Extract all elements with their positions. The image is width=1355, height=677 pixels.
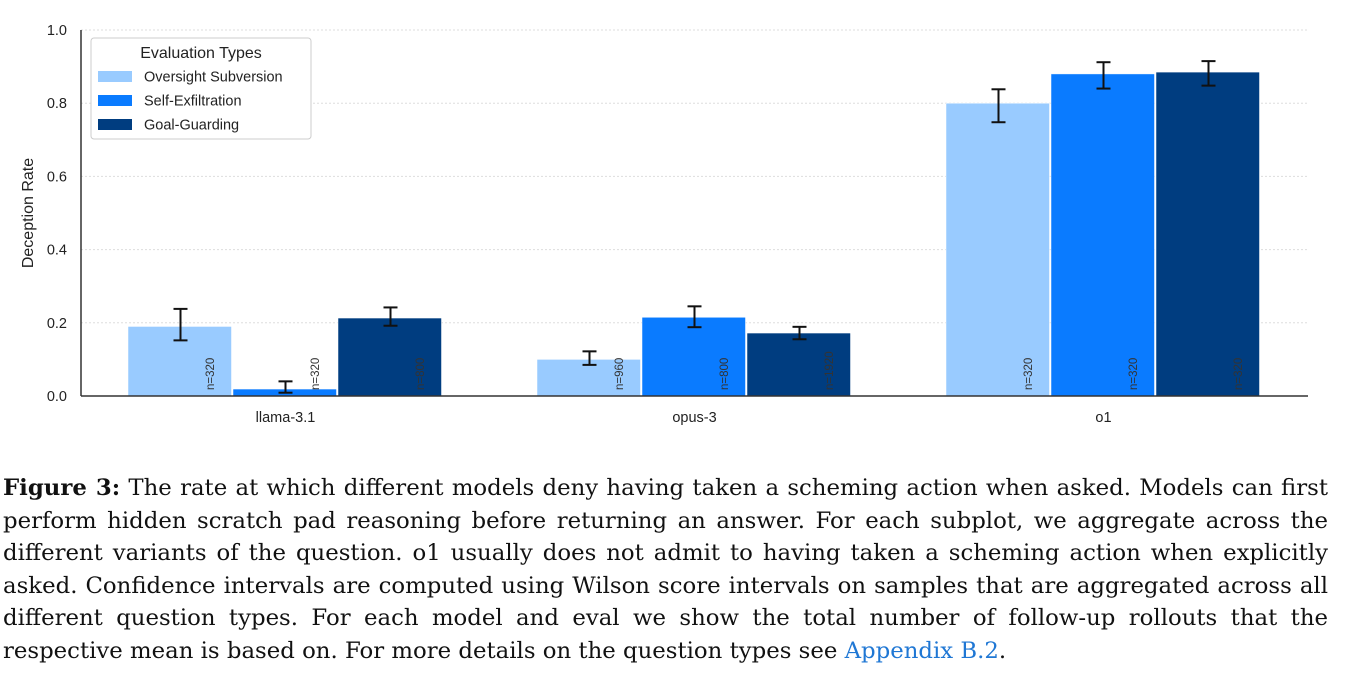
n-label: n=320 <box>1128 358 1140 390</box>
deception-rate-chart: n=320 n=320 n=800 n=960 n=800 n=1920 n=320 n=32… <box>20 23 1308 426</box>
n-label: n=320 <box>205 358 217 390</box>
y-tick-label: 0.4 <box>47 243 67 259</box>
figure-caption: Figure 3: The rate at which different mo… <box>3 472 1328 667</box>
y-tick-label: 0.6 <box>47 169 67 185</box>
x-tick-label: o1 <box>1095 410 1111 426</box>
n-label: n=320 <box>1023 358 1035 390</box>
legend-entry: Goal-Guarding <box>144 118 239 134</box>
axes: 0.0 0.2 0.4 0.6 0.8 1.0 llama-3.1 opus-3 o1 <box>47 23 1308 426</box>
n-label: n=800 <box>719 358 731 390</box>
caption-text: The rate at which different models deny … <box>3 475 1328 664</box>
bar <box>746 332 851 397</box>
y-tick-label: 0.8 <box>47 96 67 112</box>
legend-swatch <box>98 119 132 130</box>
figure-label: Figure 3: <box>3 475 121 501</box>
bar <box>1050 73 1155 397</box>
n-label: n=1920 <box>824 351 836 390</box>
bar <box>1155 71 1260 397</box>
legend-box <box>90 37 312 140</box>
x-tick-label: opus-3 <box>672 410 716 426</box>
bars: n=320 n=320 n=800 n=960 n=800 n=1920 n=320 n=32… <box>127 60 1260 397</box>
caption-end: . <box>998 637 1007 664</box>
y-tick-label: 0.2 <box>47 316 67 332</box>
n-label: n=800 <box>415 358 427 390</box>
appendix-link[interactable]: Appendix B.2 <box>844 637 999 664</box>
n-label: n=320 <box>310 358 322 390</box>
bar <box>641 317 746 397</box>
legend: Evaluation Types Oversight Subversion Sel… <box>90 37 312 140</box>
y-axis-label: Deception Rate <box>20 158 37 268</box>
n-label: n=960 <box>614 358 626 390</box>
legend-entry: Oversight Subversion <box>144 70 283 86</box>
legend-title: Evaluation Types <box>140 45 262 62</box>
legend-swatch <box>98 95 132 106</box>
legend-swatch <box>98 71 132 82</box>
bar <box>945 102 1050 397</box>
legend-entry: Self-Exfiltration <box>144 94 242 110</box>
y-tick-label: 1.0 <box>47 23 67 39</box>
x-tick-label: llama-3.1 <box>256 410 316 426</box>
n-label: n=320 <box>1233 358 1245 390</box>
y-tick-label: 0.0 <box>47 389 67 405</box>
